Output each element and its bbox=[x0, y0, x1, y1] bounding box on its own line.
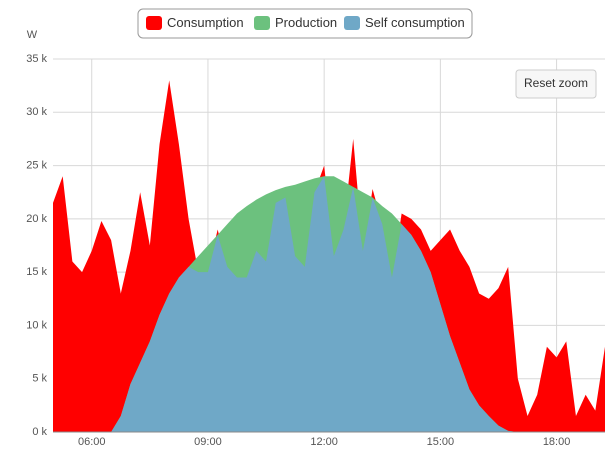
y-tick-label: 25 k bbox=[26, 159, 47, 171]
legend-label: Self consumption bbox=[365, 15, 465, 30]
y-tick-label: 15 k bbox=[26, 266, 47, 278]
x-tick-label: 09:00 bbox=[194, 436, 222, 448]
legend-swatch bbox=[146, 16, 162, 30]
button-label[interactable]: Reset zoom bbox=[524, 76, 588, 90]
x-tick-label: 06:00 bbox=[78, 436, 106, 448]
y-tick-label: 0 k bbox=[32, 426, 47, 438]
button-box[interactable] bbox=[515, 69, 597, 99]
x-tick-label: 15:00 bbox=[427, 436, 455, 448]
y-axis-label: W bbox=[27, 29, 38, 41]
x-tick-label: 18:00 bbox=[543, 436, 571, 448]
axes: 0 k 5 k 10 k 15 k 20 k 25 k 30 k 35 k 06:00 09:00… bbox=[26, 53, 605, 448]
y-tick-label: 10 k bbox=[26, 319, 47, 331]
y-tick-label: 35 k bbox=[26, 53, 47, 65]
legend-box bbox=[137, 8, 473, 39]
reset-zoom-button[interactable]: Reset zoom bbox=[515, 69, 597, 99]
y-tick-label: 20 k bbox=[26, 213, 47, 225]
plot-area bbox=[53, 80, 605, 433]
legend-label: Production bbox=[275, 15, 337, 30]
area bbox=[53, 176, 605, 432]
y-tick-label: 30 k bbox=[26, 106, 47, 118]
x-tick-label: 12:00 bbox=[310, 436, 338, 448]
legend-swatch bbox=[344, 16, 360, 30]
legend-label: Consumption bbox=[167, 15, 244, 30]
legend-swatch bbox=[254, 16, 270, 30]
y-tick-label: 5 k bbox=[32, 373, 47, 385]
legend: Consumption Production Self consumption bbox=[137, 8, 473, 39]
